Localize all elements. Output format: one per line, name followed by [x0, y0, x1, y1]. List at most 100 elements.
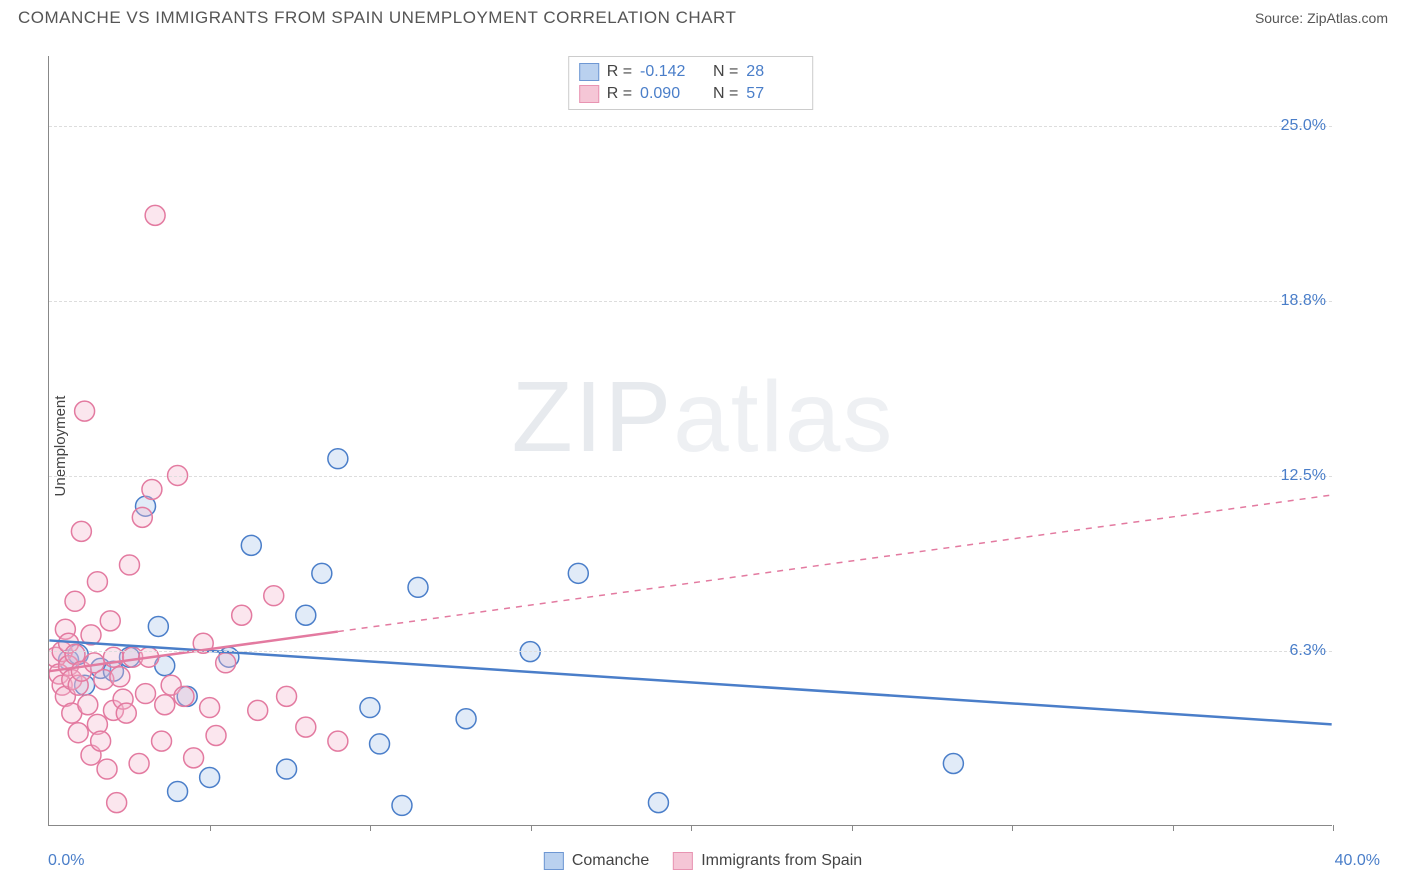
- data-point: [296, 605, 316, 625]
- data-point: [648, 793, 668, 813]
- data-point: [232, 605, 252, 625]
- y-tick-label: 6.3%: [1290, 642, 1326, 660]
- data-point: [568, 563, 588, 583]
- data-point: [68, 675, 88, 695]
- y-tick-label: 25.0%: [1281, 117, 1326, 135]
- data-point: [296, 717, 316, 737]
- x-tick: [531, 825, 532, 831]
- r-label: R =: [607, 85, 632, 103]
- data-point: [456, 709, 476, 729]
- data-point: [116, 703, 136, 723]
- data-point: [71, 521, 91, 541]
- trend-line-extrapolated: [338, 495, 1332, 632]
- data-point: [174, 686, 194, 706]
- x-tick: [852, 825, 853, 831]
- r-label: R =: [607, 63, 632, 81]
- data-point: [200, 767, 220, 787]
- chart-plot-area: R = -0.142 N = 28R = 0.090 N = 57 6.3%12…: [48, 56, 1332, 826]
- data-point: [94, 670, 114, 690]
- data-point: [65, 591, 85, 611]
- x-axis-min-label: 0.0%: [48, 852, 84, 870]
- legend-stat-row: R = -0.142 N = 28: [579, 61, 803, 83]
- data-point: [81, 745, 101, 765]
- data-point: [241, 535, 261, 555]
- trend-line: [49, 640, 1331, 724]
- data-point: [136, 496, 156, 516]
- data-point: [370, 734, 390, 754]
- data-point: [59, 656, 79, 676]
- data-point: [103, 661, 123, 681]
- r-value: 0.090: [640, 85, 696, 103]
- data-point: [277, 759, 297, 779]
- data-point: [206, 726, 226, 746]
- chart-title: COMANCHE VS IMMIGRANTS FROM SPAIN UNEMPL…: [18, 8, 736, 28]
- x-tick: [370, 825, 371, 831]
- data-point: [943, 753, 963, 773]
- data-point: [78, 695, 98, 715]
- x-tick: [1173, 825, 1174, 831]
- y-tick-label: 12.5%: [1281, 467, 1326, 485]
- data-point: [110, 667, 130, 687]
- data-point: [68, 723, 88, 743]
- data-point: [312, 563, 332, 583]
- y-tick-label: 18.8%: [1281, 292, 1326, 310]
- data-point: [91, 731, 111, 751]
- source-attribution: Source: ZipAtlas.com: [1255, 10, 1388, 26]
- gridline: [49, 651, 1332, 652]
- data-point: [62, 670, 82, 690]
- data-point: [119, 555, 139, 575]
- legend-series: Comanche Immigrants from Spain: [544, 852, 862, 870]
- legend-swatch: [544, 852, 564, 870]
- data-point: [68, 644, 88, 664]
- legend-item: Immigrants from Spain: [673, 852, 862, 870]
- legend-label: Comanche: [572, 852, 649, 870]
- data-point: [75, 401, 95, 421]
- legend-swatch: [673, 852, 693, 870]
- data-point: [277, 686, 297, 706]
- n-value: 28: [746, 63, 802, 81]
- data-point: [264, 586, 284, 606]
- data-point: [52, 675, 72, 695]
- data-point: [145, 205, 165, 225]
- gridline: [49, 301, 1332, 302]
- data-point: [132, 507, 152, 527]
- data-point: [100, 611, 120, 631]
- chart-svg: [49, 56, 1332, 825]
- data-point: [142, 479, 162, 499]
- data-point: [113, 689, 133, 709]
- data-point: [91, 658, 111, 678]
- data-point: [55, 619, 75, 639]
- x-axis-max-label: 40.0%: [1335, 852, 1380, 870]
- data-point: [71, 661, 91, 681]
- n-value: 57: [746, 85, 802, 103]
- data-point: [161, 675, 181, 695]
- data-point: [216, 653, 236, 673]
- gridline: [49, 126, 1332, 127]
- data-point: [328, 731, 348, 751]
- data-point: [62, 703, 82, 723]
- data-point: [136, 684, 156, 704]
- data-point: [148, 616, 168, 636]
- data-point: [84, 653, 104, 673]
- n-label: N =: [704, 85, 738, 103]
- data-point: [97, 759, 117, 779]
- data-point: [49, 664, 69, 684]
- legend-label: Immigrants from Spain: [701, 852, 862, 870]
- data-point: [392, 795, 412, 815]
- data-point: [59, 650, 79, 670]
- data-point: [155, 656, 175, 676]
- data-point: [103, 700, 123, 720]
- r-value: -0.142: [640, 63, 696, 81]
- data-point: [200, 698, 220, 718]
- data-point: [81, 625, 101, 645]
- data-point: [184, 748, 204, 768]
- data-point: [75, 675, 95, 695]
- data-point: [248, 700, 268, 720]
- data-point: [55, 686, 75, 706]
- data-point: [408, 577, 428, 597]
- data-point: [328, 449, 348, 469]
- data-point: [360, 698, 380, 718]
- x-tick: [210, 825, 211, 831]
- legend-item: Comanche: [544, 852, 649, 870]
- legend-stats: R = -0.142 N = 28R = 0.090 N = 57: [568, 56, 814, 110]
